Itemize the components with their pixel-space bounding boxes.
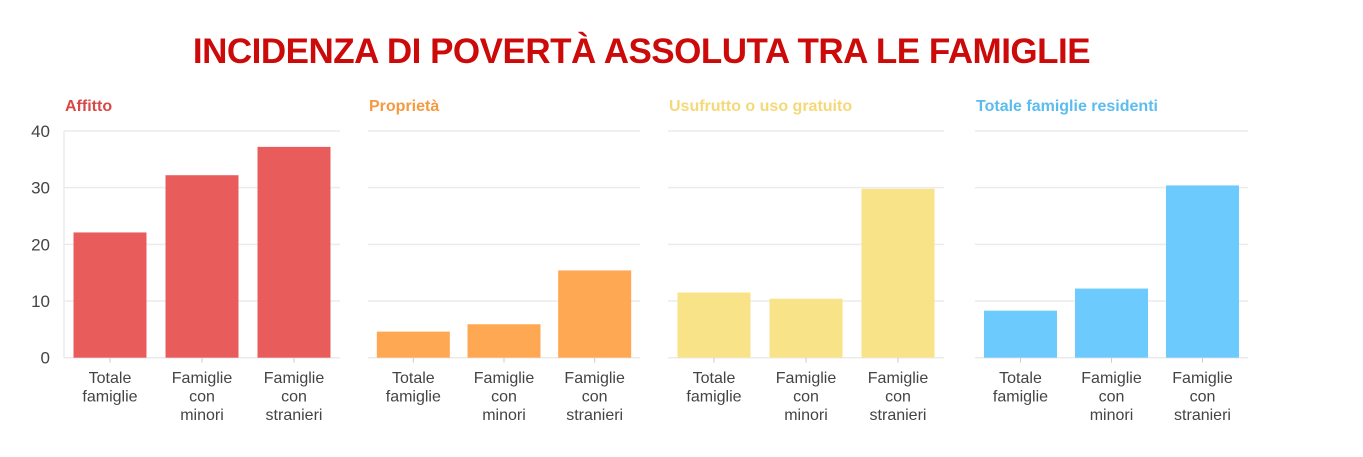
bar: [769, 298, 843, 358]
y-tick-label: 20: [31, 235, 50, 254]
x-tick-label: con: [885, 389, 911, 406]
bar: [73, 232, 147, 358]
x-tick-label: Famiglie: [264, 370, 325, 387]
y-tick-label: 30: [31, 179, 50, 198]
bar: [984, 310, 1057, 358]
x-tick-label: stranieri: [870, 407, 927, 424]
x-tick-label: minori: [784, 407, 828, 424]
panel-title: Totale famiglie residenti: [976, 98, 1158, 115]
bar: [1075, 288, 1148, 358]
x-tick-label: famiglie: [993, 389, 1048, 406]
panel-title: Usufrutto o uso gratuito: [669, 98, 852, 115]
x-tick-label: con: [491, 389, 517, 406]
x-tick-label: con: [1099, 389, 1125, 406]
x-tick-label: Totale: [89, 370, 132, 387]
x-tick-label: con: [281, 389, 307, 406]
bar: [861, 188, 935, 358]
x-tick-label: famiglie: [686, 389, 741, 406]
x-tick-label: minori: [180, 407, 224, 424]
bar: [165, 175, 239, 358]
x-tick-label: stranieri: [266, 407, 323, 424]
x-tick-label: Famiglie: [1172, 370, 1233, 387]
x-tick-label: Famiglie: [776, 370, 837, 387]
panel-title: Affitto: [65, 98, 112, 115]
x-tick-label: con: [793, 389, 819, 406]
chart-title: INCIDENZA DI POVERTÀ ASSOLUTA TRA LE FAM…: [192, 32, 1091, 71]
x-tick-label: famiglie: [386, 389, 441, 406]
bar: [558, 270, 632, 358]
x-tick-label: Totale: [392, 370, 435, 387]
bar: [257, 146, 331, 358]
x-tick-label: Famiglie: [474, 370, 535, 387]
x-tick-label: famiglie: [82, 389, 137, 406]
x-tick-label: Totale: [999, 370, 1042, 387]
x-tick-label: minori: [482, 407, 526, 424]
y-tick-label: 0: [41, 349, 50, 368]
bar: [1166, 185, 1239, 358]
x-tick-label: con: [189, 389, 215, 406]
x-tick-label: stranieri: [566, 407, 623, 424]
x-tick-label: Famiglie: [564, 370, 625, 387]
x-tick-label: stranieri: [1174, 407, 1231, 424]
x-tick-label: Totale: [693, 370, 736, 387]
x-tick-label: minori: [1090, 407, 1134, 424]
y-tick-label: 40: [31, 122, 50, 141]
bar: [677, 292, 751, 358]
bar: [467, 324, 541, 358]
panel-title: Proprietà: [369, 98, 439, 115]
x-tick-label: Famiglie: [1081, 370, 1142, 387]
x-tick-label: con: [582, 389, 608, 406]
bar: [376, 331, 450, 358]
x-tick-label: Famiglie: [172, 370, 233, 387]
y-tick-label: 10: [31, 292, 50, 311]
x-tick-label: con: [1190, 389, 1216, 406]
x-tick-label: Famiglie: [868, 370, 929, 387]
